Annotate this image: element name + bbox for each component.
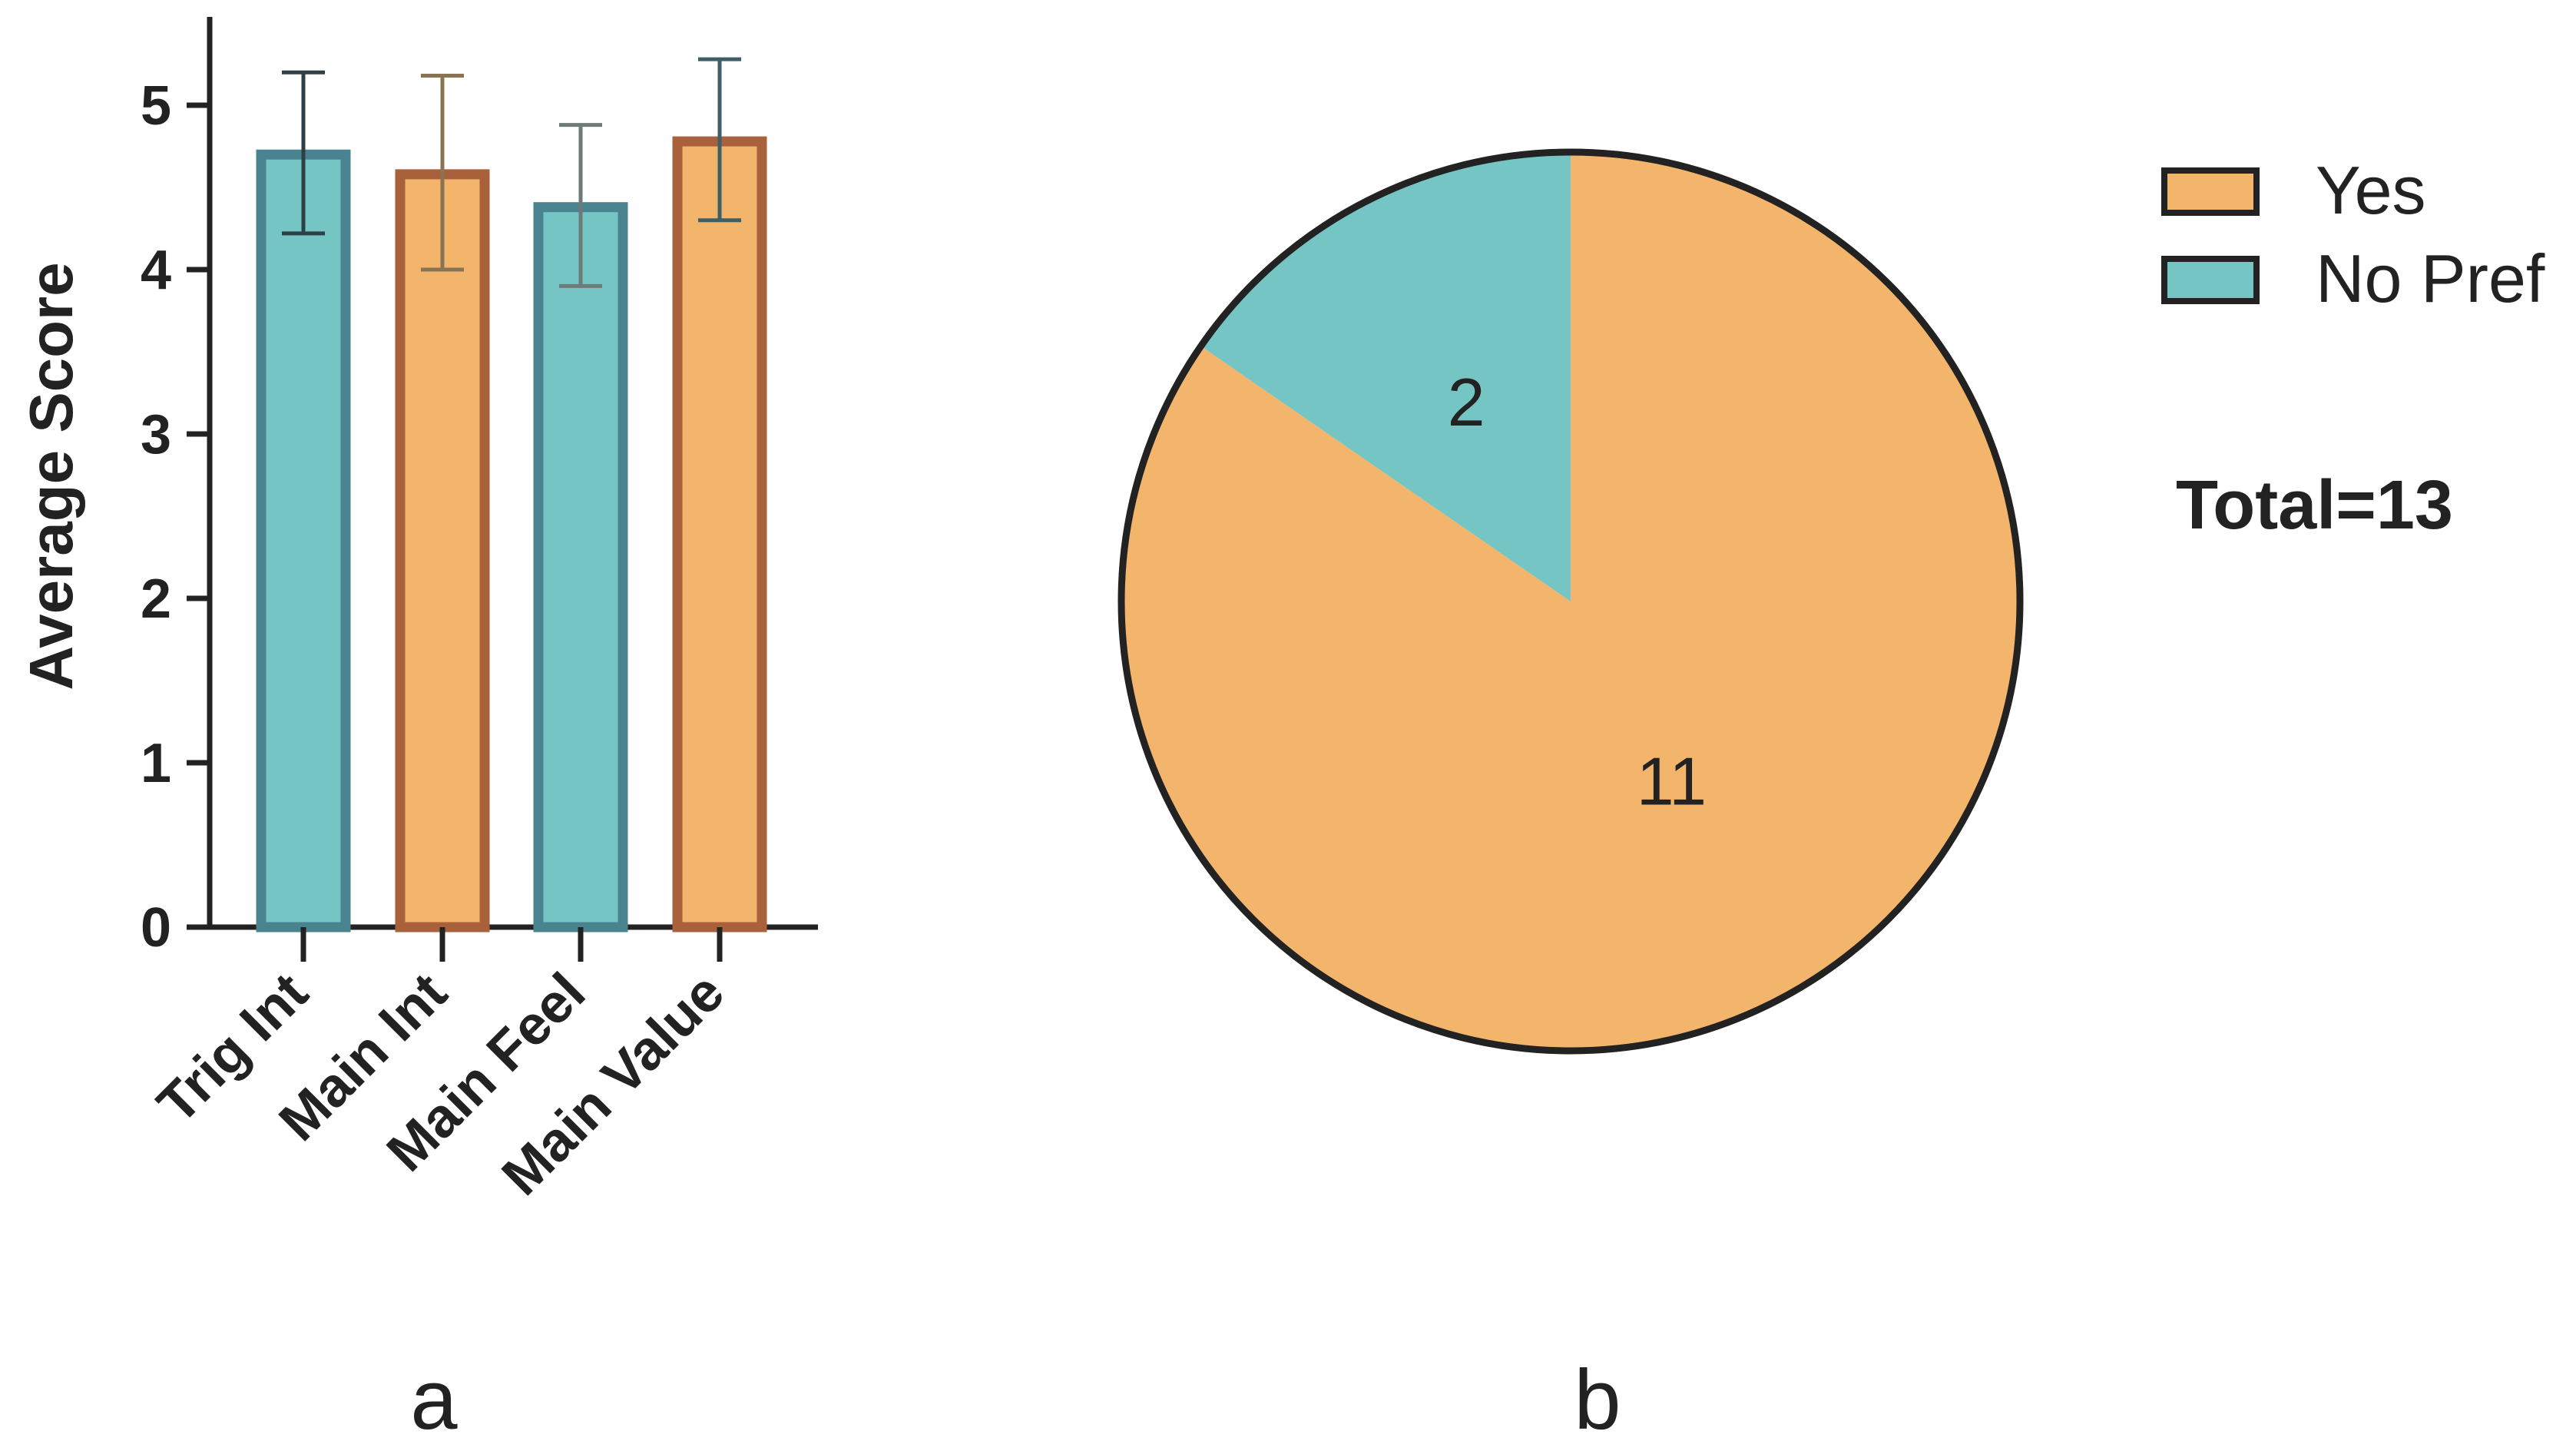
y-tick-label: 1 [141,733,171,794]
legend-swatch-yes [2161,167,2260,216]
pie-chart-panel: 11 2 Yes No Pref Total=13 b [1117,148,2545,1447]
pie-slice-yes [1121,152,2020,1052]
legend-label-yes: Yes [2316,152,2426,228]
y-tick-label: 2 [141,568,171,630]
bar-main-feel [533,202,628,933]
pie-slice-label: 11 [1637,743,1707,819]
pie-slice-no-pref [1200,152,1571,601]
y-tick-label: 0 [141,897,171,959]
y-tick-label: 3 [141,404,171,465]
bar-trig-int [256,149,351,933]
y-axis-title: Average Score [17,262,85,690]
total-annotation: Total=13 [2176,467,2453,544]
legend: Yes No Pref [2161,152,2545,316]
legend-swatch-no-pref [2161,256,2260,304]
y-tick-label: 5 [141,75,171,137]
pie-slice-label: 2 [1448,364,1485,440]
bars [256,57,767,933]
y-tick-label: 4 [141,240,171,301]
bar-main-int [395,169,490,933]
y-ticks: 0 1 2 3 4 5 [141,75,210,959]
legend-label-no-pref: No Pref [2316,240,2545,316]
pie: 11 2 [1117,148,2024,1055]
bar-main-value [672,136,767,933]
pie-outline [1117,148,2024,1055]
panel-label-a: a [410,1353,458,1447]
panel-label-b: b [1574,1353,1621,1447]
